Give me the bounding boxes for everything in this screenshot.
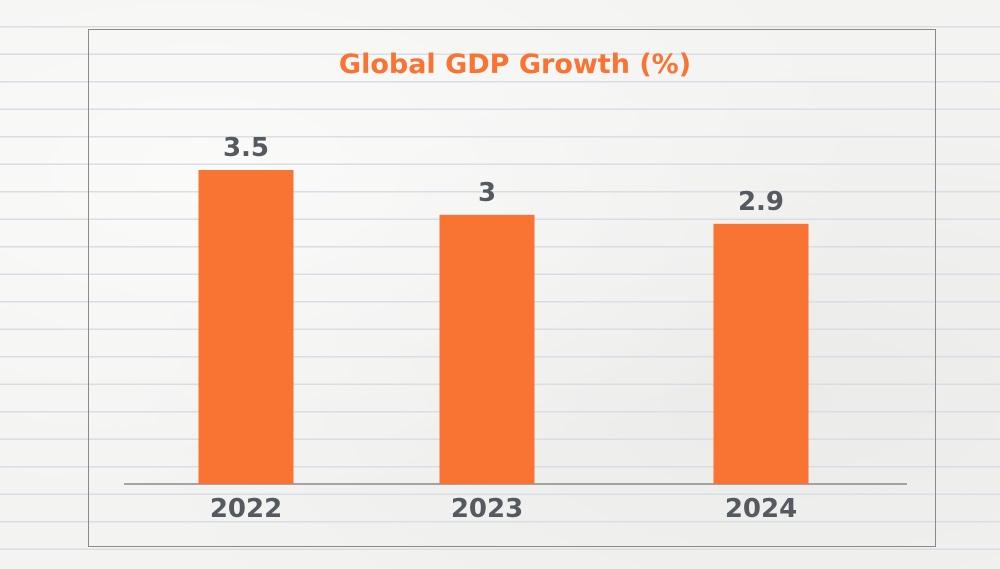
chart-title: Global GDP Growth (%) (339, 49, 691, 80)
category-label-2023: 2023 (451, 494, 523, 524)
bar-2023 (439, 214, 535, 484)
value-label-2024: 2.9 (738, 187, 784, 217)
category-label-2022: 2022 (210, 494, 282, 524)
bar-2024 (713, 223, 809, 485)
bars-layer (198, 170, 809, 485)
category-label-2024: 2024 (725, 494, 797, 524)
value-label-2023: 3 (478, 178, 496, 208)
category-labels-layer: 2022 2023 2024 (210, 494, 797, 524)
bar-2022 (198, 170, 294, 484)
value-label-2022: 3.5 (223, 133, 269, 163)
value-labels-layer: 3.5 3 2.9 (223, 133, 784, 217)
chart-frame (88, 29, 936, 547)
